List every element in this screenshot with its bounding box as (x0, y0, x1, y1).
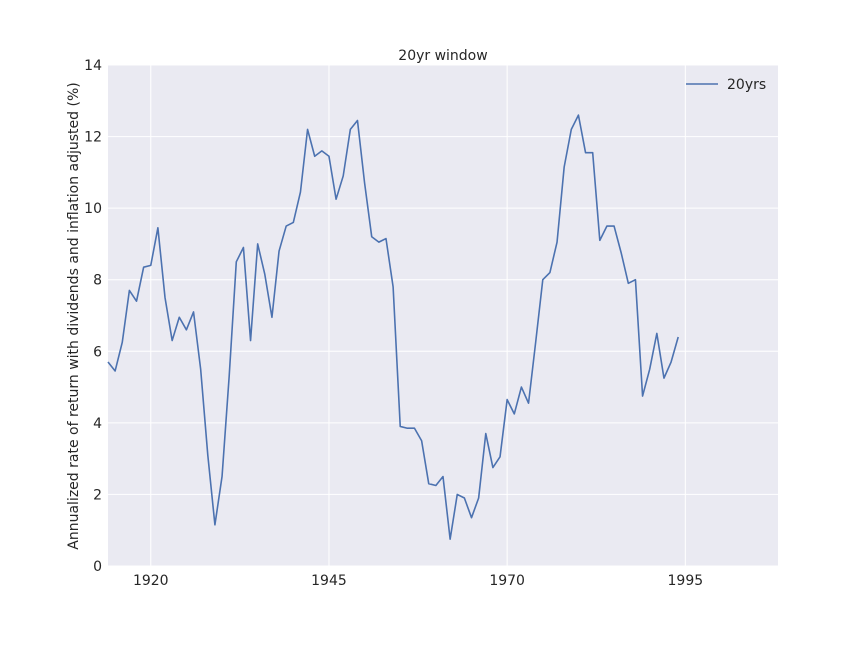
chart-title: 20yr window (398, 48, 487, 64)
y-axis-ticks: 0 2 4 6 8 10 12 14 (84, 58, 102, 575)
legend: 20yrs (686, 77, 766, 93)
y-tick-label: 14 (84, 58, 102, 74)
y-axis-label: Annualized rate of return with dividends… (66, 82, 82, 549)
y-tick-label: 2 (93, 487, 102, 503)
series-layer (107, 114, 679, 540)
x-axis-ticks: 1920 1945 1970 1995 (133, 573, 703, 589)
x-tick-label: 1920 (133, 573, 169, 589)
legend-label-20yrs: 20yrs (727, 77, 766, 93)
y-tick-label: 6 (93, 344, 102, 360)
series-line-20yrs (107, 114, 679, 540)
x-tick-label: 1995 (668, 573, 704, 589)
x-tick-label: 1945 (311, 573, 347, 589)
y-tick-label: 12 (84, 130, 102, 146)
y-tick-label: 10 (84, 201, 102, 217)
y-tick-label: 8 (93, 273, 102, 289)
y-tick-label: 4 (93, 416, 102, 432)
y-tick-label: 0 (93, 559, 102, 575)
x-tick-label: 1970 (489, 573, 525, 589)
plot-background (108, 65, 778, 566)
